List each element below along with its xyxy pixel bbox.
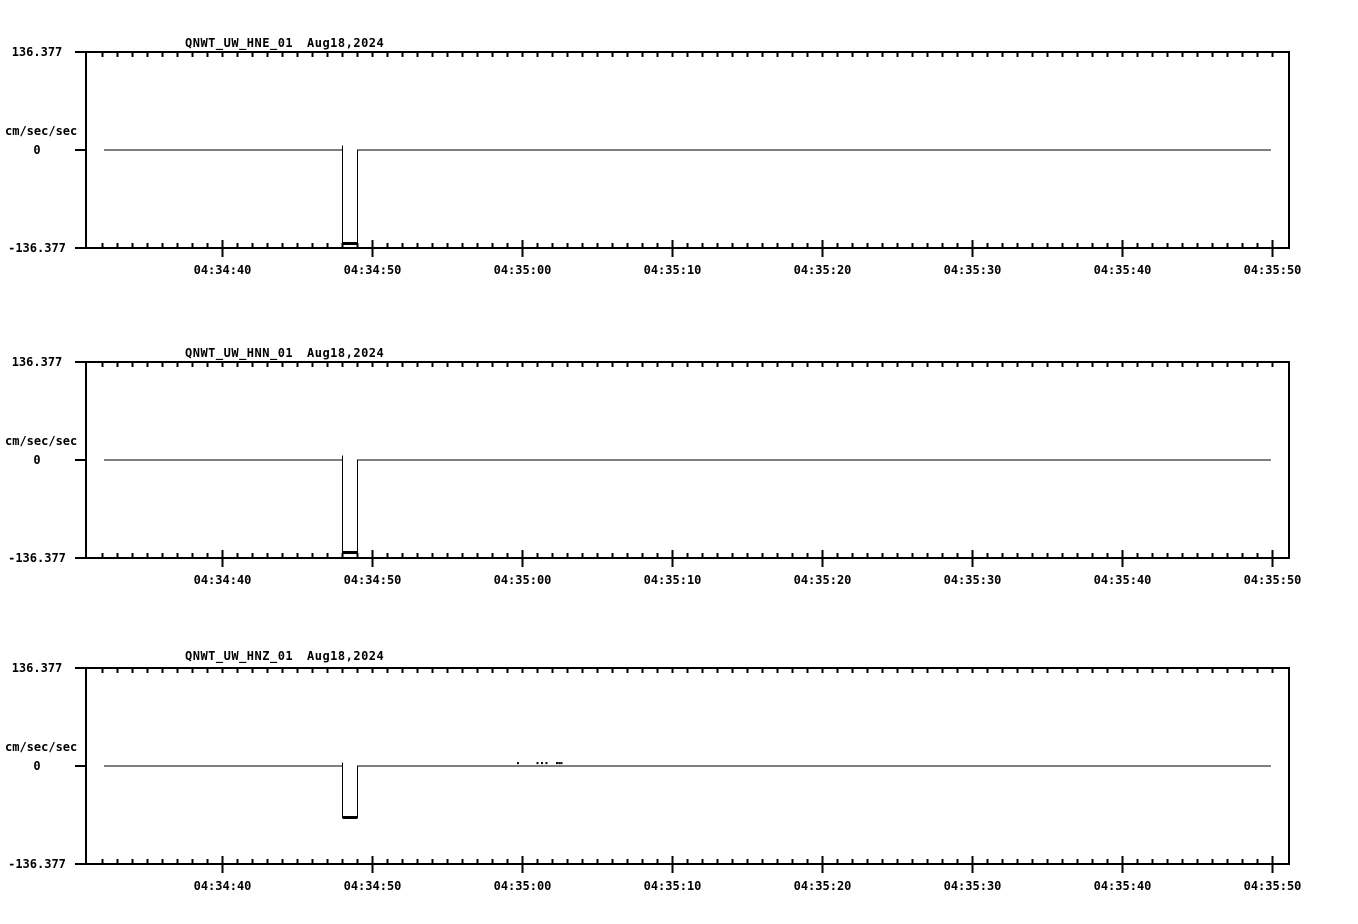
x-tick-label: 04:34:40	[194, 879, 252, 893]
x-tick-label: 04:35:10	[644, 263, 702, 277]
y-tick-label: 0	[33, 453, 40, 467]
x-tick-label: 04:35:50	[1244, 573, 1302, 587]
x-tick-label: 04:35:50	[1244, 879, 1302, 893]
x-tick-label: 04:35:50	[1244, 263, 1302, 277]
y-tick-label: 0	[33, 143, 40, 157]
noise-dot	[556, 762, 558, 765]
noise-dot	[560, 762, 563, 765]
x-tick-label: 04:35:20	[794, 263, 852, 277]
panel-hnn: 04:34:40 04:34:50 04:35:00 04:35:10 04:35:20…	[5, 355, 1301, 587]
panel-2-date-label: Aug18,2024	[307, 346, 385, 360]
x-tick-label: 04:35:00	[494, 879, 552, 893]
noise-dot	[558, 762, 561, 765]
seismic-trace	[104, 455, 1271, 554]
y-tick-label: 136.377	[12, 45, 63, 59]
y-tick-label: 136.377	[12, 355, 63, 369]
y-tick-label: 0	[33, 759, 40, 773]
y-tick-label: 136.377	[12, 661, 63, 675]
x-tick-label: 04:35:00	[494, 573, 552, 587]
x-tick-label: 04:35:40	[1094, 573, 1152, 587]
panel-2-station-title: QNWT_UW_HNN_01	[185, 346, 294, 360]
y-tick-label: -136.377	[8, 241, 66, 255]
panel-3-station-title: QNWT_UW_HNZ_01	[185, 649, 294, 663]
noise-dot	[541, 762, 543, 765]
panel-1-station-title: QNWT_UW_HNE_01	[185, 36, 294, 50]
panel-hnz: 04:34:40 04:34:50 04:35:00 04:35:10 04:35:20…	[5, 661, 1301, 893]
panel-3-date-label: Aug18,2024	[307, 649, 385, 663]
x-tick-label: 04:35:10	[644, 573, 702, 587]
x-tick-label: 04:34:50	[344, 263, 402, 277]
y-axis-unit-label: cm/sec/sec	[5, 434, 77, 448]
x-tick-label: 04:34:40	[194, 263, 252, 277]
panel-1-date-label: Aug18,2024	[307, 36, 385, 50]
x-tick-label: 04:35:30	[944, 879, 1002, 893]
x-tick-label: 04:35:40	[1094, 263, 1152, 277]
x-tick-label: 04:35:30	[944, 263, 1002, 277]
noise-dot	[536, 762, 539, 765]
y-tick-label: -136.377	[8, 551, 66, 565]
x-tick-label: 04:34:50	[344, 879, 402, 893]
x-tick-label: 04:35:20	[794, 879, 852, 893]
y-tick-label: -136.377	[8, 857, 66, 871]
y-axis-unit-label: cm/sec/sec	[5, 124, 77, 138]
x-tick-label: 04:35:40	[1094, 879, 1152, 893]
x-tick-label: 04:35:30	[944, 573, 1002, 587]
x-tick-label: 04:34:50	[344, 573, 402, 587]
noise-dot	[545, 762, 548, 765]
noise-dot	[517, 762, 519, 765]
x-tick-label: 04:34:40	[194, 573, 252, 587]
seismic-trace	[104, 762, 1271, 819]
x-tick-label: 04:35:20	[794, 573, 852, 587]
x-tick-label: 04:35:00	[494, 263, 552, 277]
y-axis-unit-label: cm/sec/sec	[5, 740, 77, 754]
panel-hne: 04:34:40 04:34:50 04:35:00 04:35:10 04:35:20…	[5, 45, 1301, 277]
seismic-trace	[104, 145, 1271, 244]
x-tick-label: 04:35:10	[644, 879, 702, 893]
